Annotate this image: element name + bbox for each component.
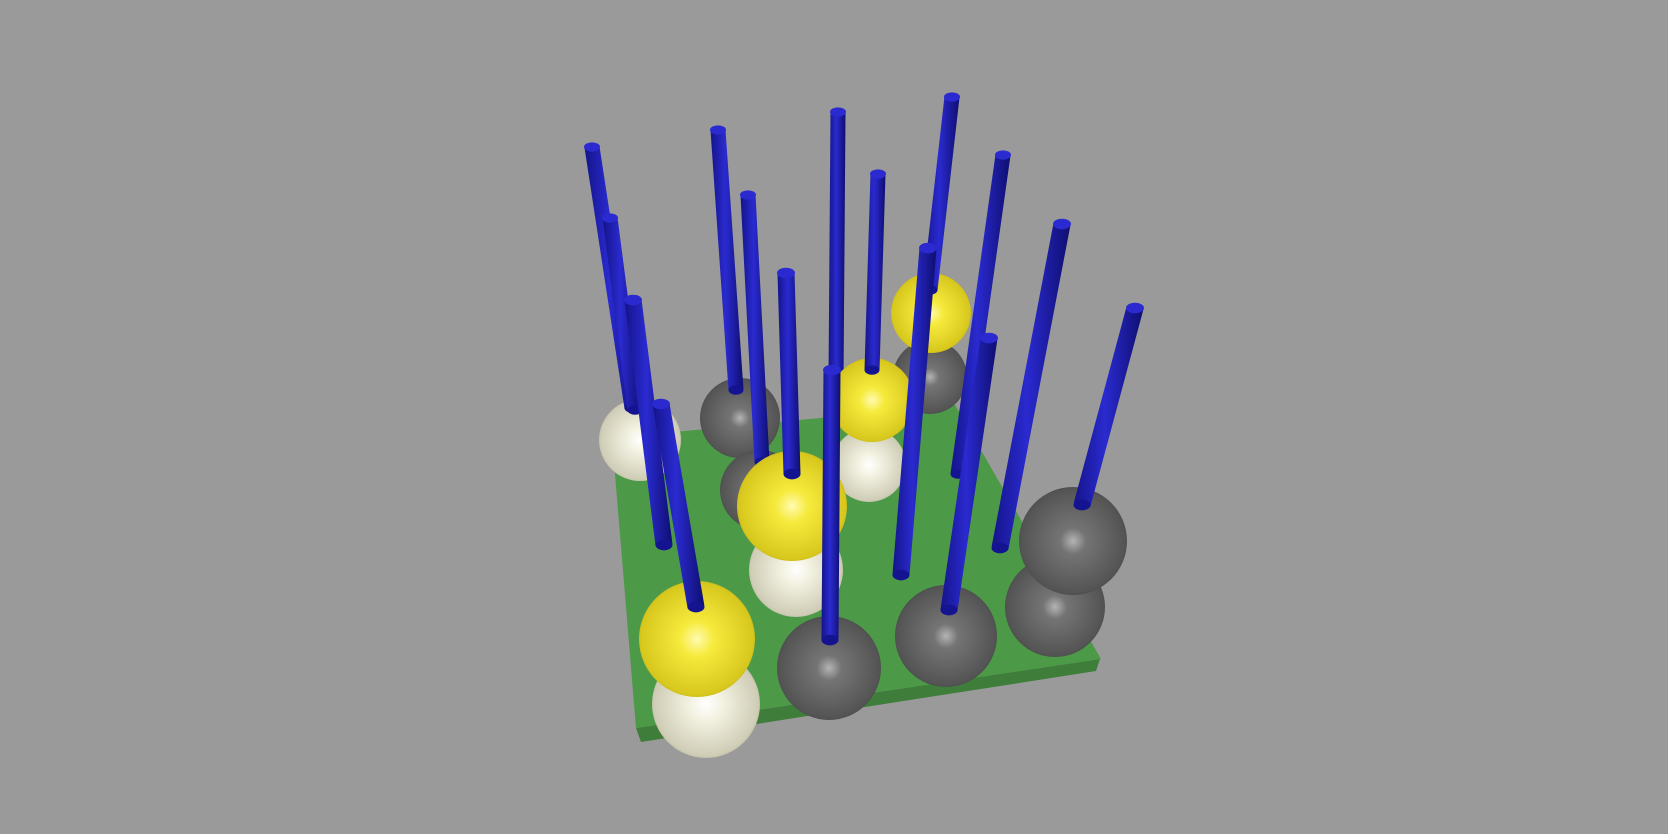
rod-cap-3	[830, 107, 846, 117]
rod-cap-8	[995, 150, 1011, 160]
rod-11[interactable]	[892, 247, 937, 576]
black-sphere-12-2[interactable]	[1019, 487, 1127, 595]
rod-10[interactable]	[777, 272, 801, 475]
yellow-sphere-10-2[interactable]	[737, 451, 847, 561]
rod-8[interactable]	[950, 153, 1011, 476]
rod-6[interactable]	[740, 194, 770, 463]
rod-cap-9	[624, 294, 642, 306]
peg-10[interactable]	[737, 267, 847, 617]
rod-16[interactable]	[1073, 305, 1144, 508]
black-sphere-15-1[interactable]	[895, 585, 997, 687]
rod-bottom-10	[783, 468, 801, 480]
rod-bottom-16	[1073, 499, 1091, 511]
rod-cap-15	[980, 332, 998, 344]
rod-bottom-9	[655, 539, 673, 551]
peg-9[interactable]	[624, 294, 673, 551]
pegs-layer	[584, 92, 1144, 758]
rod-bottom-11	[892, 569, 910, 581]
rod-bottom-15	[940, 604, 958, 616]
rod-bottom-2	[728, 385, 744, 395]
rod-cap-14	[823, 364, 841, 376]
rod-cap-11	[919, 242, 937, 254]
rod-cap-13	[652, 398, 670, 410]
peg-2[interactable]	[700, 125, 780, 458]
rod-7[interactable]	[864, 173, 886, 371]
rod-cap-7	[870, 169, 886, 179]
rod-cap-6	[740, 190, 756, 200]
rod-15[interactable]	[940, 336, 998, 612]
peg-16[interactable]	[1073, 302, 1145, 511]
rod-2[interactable]	[710, 129, 744, 391]
rod-cap-1	[584, 142, 600, 152]
yellow-sphere-13-2[interactable]	[639, 581, 755, 697]
rod-bottom-14	[821, 634, 839, 646]
rod-cap-4	[944, 92, 960, 102]
peg-15[interactable]	[895, 332, 998, 687]
rod-4[interactable]	[922, 96, 960, 291]
yellow-sphere-7-2[interactable]	[830, 358, 914, 442]
white-sphere-7-1[interactable]	[832, 428, 906, 502]
rod-cap-2	[710, 125, 726, 135]
rod-14[interactable]	[821, 369, 841, 641]
rod-bottom-13	[687, 601, 705, 613]
rod-9[interactable]	[624, 298, 673, 547]
rod-cap-5	[602, 213, 618, 223]
peg-3[interactable]	[828, 107, 847, 385]
black-sphere-14-1[interactable]	[777, 616, 881, 720]
rod-bottom-7	[864, 365, 880, 375]
rod-3[interactable]	[828, 111, 846, 381]
peg-13[interactable]	[639, 398, 760, 758]
peg-14[interactable]	[777, 364, 881, 720]
rod-cap-12	[1053, 218, 1071, 230]
rod-cap-16	[1126, 302, 1144, 314]
rod-13[interactable]	[652, 402, 705, 609]
peg-12[interactable]	[991, 218, 1128, 657]
peg-11[interactable]	[892, 242, 938, 581]
rod-cap-10	[777, 267, 795, 279]
peg-7[interactable]	[830, 169, 914, 502]
rod-12[interactable]	[991, 222, 1071, 550]
rod-bottom-12	[991, 542, 1009, 554]
